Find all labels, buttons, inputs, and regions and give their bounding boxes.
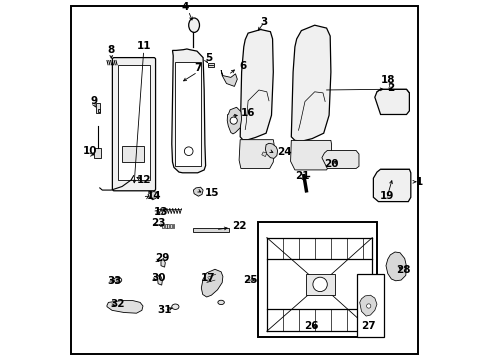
Bar [172, 224, 174, 228]
Ellipse shape [218, 300, 224, 305]
Bar [98, 109, 101, 112]
Text: 2: 2 [386, 83, 393, 93]
Polygon shape [290, 140, 331, 170]
Text: 16: 16 [241, 108, 255, 118]
Text: 19: 19 [379, 191, 393, 201]
Text: 17: 17 [201, 273, 215, 283]
Text: 5: 5 [204, 53, 212, 63]
Polygon shape [261, 152, 266, 157]
Polygon shape [227, 107, 241, 134]
Text: 30: 30 [151, 273, 165, 283]
Text: 31: 31 [157, 305, 171, 315]
Circle shape [184, 147, 193, 156]
Text: 23: 23 [151, 218, 165, 228]
Text: 10: 10 [83, 146, 98, 156]
Text: 11: 11 [136, 41, 151, 51]
Text: 7: 7 [194, 63, 201, 73]
Text: 12: 12 [136, 175, 151, 185]
Polygon shape [107, 301, 142, 313]
Text: 27: 27 [361, 321, 375, 331]
Bar [167, 224, 169, 228]
Bar [94, 148, 101, 158]
Bar [193, 228, 229, 232]
Text: 18: 18 [381, 75, 395, 85]
Text: 22: 22 [231, 221, 246, 231]
Text: 14: 14 [146, 191, 161, 201]
Bar [305, 274, 334, 295]
Bar [164, 224, 166, 228]
Ellipse shape [188, 18, 199, 32]
Polygon shape [239, 140, 273, 168]
Text: 6: 6 [239, 60, 246, 71]
Polygon shape [193, 187, 203, 196]
Text: 29: 29 [155, 253, 169, 264]
Polygon shape [240, 30, 273, 140]
Bar [356, 274, 384, 337]
Bar [96, 103, 100, 113]
Text: 15: 15 [204, 188, 219, 198]
Bar [170, 224, 171, 228]
Bar [118, 65, 150, 180]
Polygon shape [321, 150, 358, 168]
Text: 4: 4 [181, 2, 188, 12]
Text: 33: 33 [107, 276, 121, 286]
FancyBboxPatch shape [112, 58, 155, 191]
Ellipse shape [116, 279, 120, 282]
Circle shape [312, 277, 326, 292]
Text: 24: 24 [276, 147, 291, 157]
Ellipse shape [114, 277, 122, 283]
Text: 20: 20 [323, 159, 338, 169]
Text: 8: 8 [107, 45, 115, 55]
Text: 13: 13 [153, 207, 168, 217]
Circle shape [366, 304, 370, 308]
Text: 3: 3 [260, 17, 267, 27]
Polygon shape [374, 89, 408, 114]
Polygon shape [359, 295, 376, 316]
Polygon shape [157, 274, 162, 285]
Polygon shape [161, 258, 165, 267]
Polygon shape [148, 192, 159, 200]
Bar [162, 224, 164, 228]
Polygon shape [265, 143, 277, 158]
Circle shape [230, 117, 237, 124]
Polygon shape [221, 70, 237, 86]
Text: 25: 25 [242, 275, 257, 285]
Bar [175, 62, 201, 166]
Text: 1: 1 [415, 177, 422, 187]
Polygon shape [385, 252, 406, 281]
Bar [122, 146, 143, 162]
Text: 32: 32 [110, 299, 125, 309]
Text: 21: 21 [294, 171, 309, 181]
Polygon shape [373, 169, 410, 202]
Text: 9: 9 [90, 96, 98, 106]
Polygon shape [291, 25, 330, 141]
Polygon shape [201, 269, 223, 297]
Bar [258, 222, 376, 337]
Bar [207, 63, 214, 67]
Text: 28: 28 [395, 265, 409, 275]
Ellipse shape [171, 304, 179, 309]
Polygon shape [171, 49, 205, 173]
Text: 26: 26 [303, 321, 318, 331]
